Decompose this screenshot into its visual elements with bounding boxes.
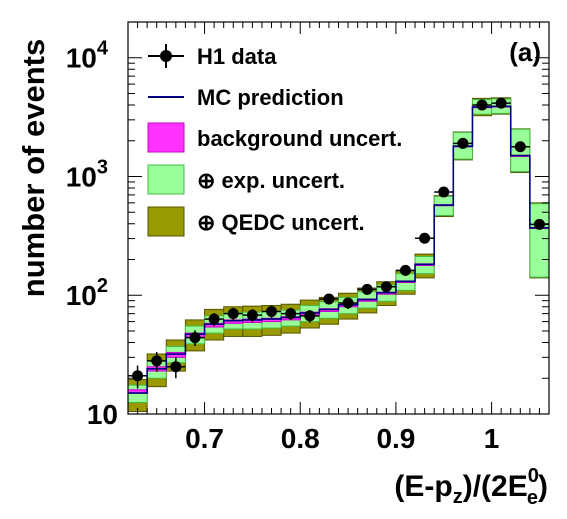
data-point xyxy=(357,283,377,295)
data-marker xyxy=(533,218,545,230)
x-tick-label: 0.7 xyxy=(185,423,224,454)
data-marker xyxy=(495,97,507,109)
data-point xyxy=(491,97,511,109)
legend-label-h1-data: H1 data xyxy=(197,44,277,69)
y-tick-label: 103 xyxy=(66,156,108,192)
data-point xyxy=(510,141,530,153)
data-marker xyxy=(457,137,469,149)
data-point xyxy=(300,309,320,323)
legend-item-background-uncert: background uncert. xyxy=(147,122,402,153)
x-axis-title: (E-pz)/(2E0 e) xyxy=(394,465,548,509)
data-marker xyxy=(189,332,201,344)
legend-label-mc-prediction: MC prediction xyxy=(197,85,344,110)
data-point xyxy=(147,351,167,372)
y-tick-label: 10 xyxy=(87,399,118,430)
data-point xyxy=(529,218,549,230)
data-marker xyxy=(419,232,431,244)
data-marker xyxy=(476,99,488,111)
data-point xyxy=(319,293,339,305)
data-marker xyxy=(227,308,239,320)
data-point xyxy=(415,232,435,244)
x-tick-label: 0.9 xyxy=(376,423,415,454)
data-marker xyxy=(246,309,258,321)
legend-item-qedc-uncert: ⊕ QEDC uncert. xyxy=(147,206,365,237)
data-point xyxy=(185,330,205,347)
x-axis-ticks: 0.7 0.8 0.9 1 xyxy=(137,22,540,454)
data-marker xyxy=(323,293,335,305)
data-point xyxy=(376,281,396,293)
panel-label: (a) xyxy=(509,37,541,67)
data-marker xyxy=(208,313,220,325)
legend-label-background-uncert: background uncert. xyxy=(197,126,402,151)
data-marker xyxy=(361,283,373,295)
data-marker xyxy=(285,308,297,320)
y-tick-label: 104 xyxy=(66,38,109,74)
data-point xyxy=(472,99,492,111)
data-marker xyxy=(132,370,144,382)
legend-label-qedc-uncert: ⊕ QEDC uncert. xyxy=(197,210,365,235)
data-marker xyxy=(399,264,411,276)
data-points-series xyxy=(128,97,549,389)
y-tick-label: 102 xyxy=(66,275,108,311)
data-point xyxy=(281,307,301,321)
x-tick-label: 1 xyxy=(484,423,500,454)
data-point xyxy=(261,305,282,318)
data-point xyxy=(453,137,473,149)
data-point xyxy=(166,357,186,379)
exp-band-bin xyxy=(529,203,550,278)
mc-prediction-series xyxy=(128,105,549,394)
data-marker xyxy=(304,310,316,322)
data-marker xyxy=(151,355,163,367)
y-axis-ticks: 10 102 103 104 xyxy=(66,21,549,430)
data-point xyxy=(338,297,358,309)
y-axis-title: number of events xyxy=(16,39,51,297)
data-marker xyxy=(170,361,182,373)
data-point xyxy=(204,312,224,327)
legend-item-mc-prediction: MC prediction xyxy=(148,85,344,110)
legend: H1 data MC prediction background uncert.… xyxy=(147,44,402,237)
data-point xyxy=(434,186,454,198)
data-marker xyxy=(380,281,392,293)
data-point xyxy=(223,307,243,321)
legend-item-exp-uncert: ⊕ exp. uncert. xyxy=(147,164,345,195)
data-marker xyxy=(438,186,450,198)
x-tick-label: 0.8 xyxy=(281,423,320,454)
legend-label-exp-uncert: ⊕ exp. uncert. xyxy=(197,168,345,193)
background-band-bin xyxy=(165,351,186,358)
data-marker xyxy=(342,297,354,309)
data-marker xyxy=(514,141,526,153)
data-point xyxy=(395,264,416,276)
data-point xyxy=(242,309,262,322)
legend-item-h1-data: H1 data xyxy=(148,44,277,69)
mc-prediction-line xyxy=(128,105,549,394)
data-marker xyxy=(266,305,278,317)
